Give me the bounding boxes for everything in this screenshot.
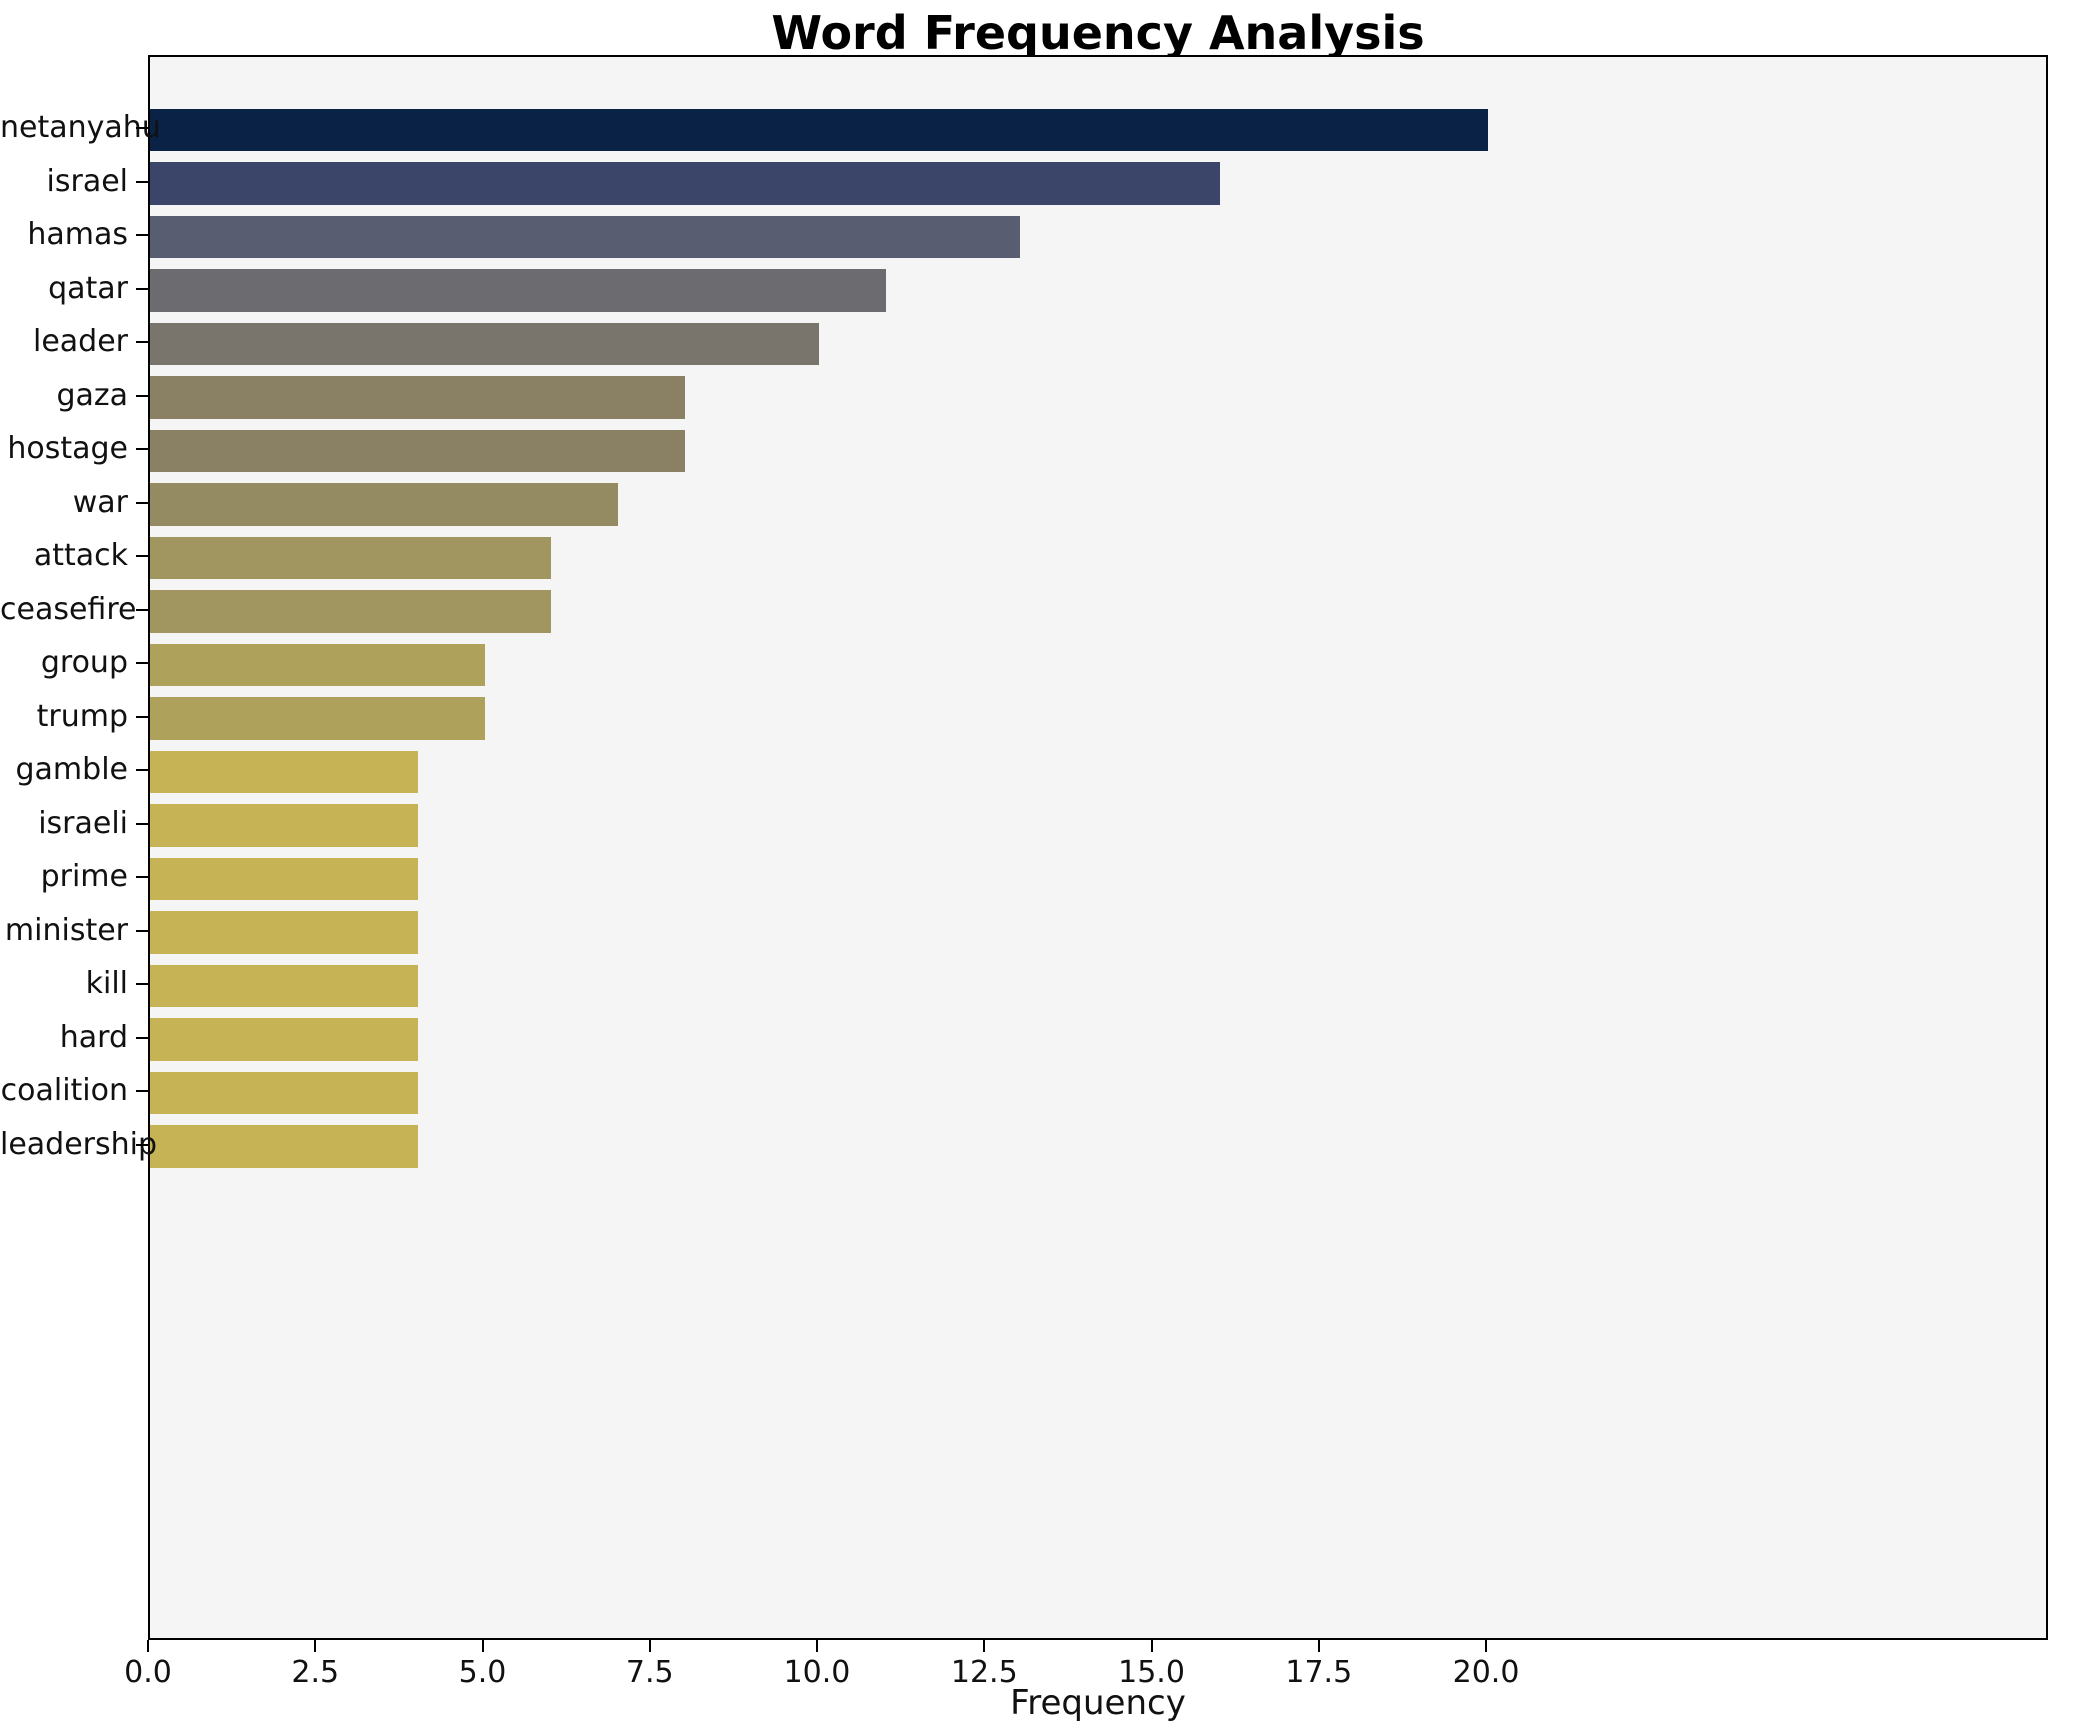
bar-hard (150, 1018, 418, 1061)
bar-hostage (150, 429, 686, 473)
y-tick-label-hostage: hostage (7, 431, 128, 466)
y-tick-mark (136, 769, 148, 771)
y-tick-mark (136, 1143, 148, 1146)
bar-minister (150, 911, 418, 954)
y-tick-label-attack: attack (33, 538, 128, 573)
x-tick-label-0.0: 0.0 (124, 1655, 172, 1690)
y-tick-label-prime: prime (40, 859, 128, 894)
bar-ceasefire (150, 590, 552, 633)
y-tick-mark (136, 127, 148, 129)
x-tick-mark (1317, 1640, 1320, 1652)
y-tick-mark (136, 501, 148, 504)
y-tick-mark (136, 876, 148, 878)
chart-title: Word Frequency Analysis (771, 6, 1425, 60)
x-tick-label-10.0: 10.0 (783, 1655, 851, 1690)
y-tick-mark (136, 1036, 148, 1039)
bar-kill (150, 964, 418, 1008)
bar-gaza (150, 376, 686, 419)
y-tick-label-trump: trump (36, 698, 128, 734)
y-tick-mark (136, 662, 148, 664)
x-tick-label-12.5: 12.5 (950, 1655, 1018, 1690)
x-tick-mark (1485, 1640, 1488, 1652)
x-tick-mark (1150, 1640, 1153, 1652)
y-tick-mark (136, 555, 148, 557)
y-tick-mark (136, 822, 148, 825)
bar-israel (150, 162, 1221, 205)
bar-qatar (150, 269, 886, 312)
y-tick-label-war: war (72, 484, 128, 520)
y-tick-mark (136, 287, 148, 290)
y-tick-label-minister: minister (4, 912, 128, 948)
x-tick-mark (314, 1640, 317, 1652)
y-tick-label-coalition: coalition (0, 1073, 128, 1108)
bar-attack (150, 536, 552, 580)
y-tick-mark (136, 929, 148, 932)
y-tick-label-netanyahu: netanyahu (0, 110, 161, 145)
y-tick-mark (136, 1090, 148, 1092)
y-tick-label-group: group (40, 645, 128, 680)
y-tick-mark (136, 608, 148, 611)
bar-israeli (150, 804, 418, 847)
y-tick-label-ceasefire: ceasefire (0, 591, 137, 627)
x-tick-mark (816, 1640, 818, 1652)
x-tick-label-2.5: 2.5 (291, 1655, 340, 1690)
x-tick-label-17.5: 17.5 (1285, 1655, 1353, 1690)
y-tick-label-qatar: qatar (48, 270, 128, 306)
x-tick-mark (147, 1640, 149, 1652)
y-tick-mark (136, 448, 148, 450)
bar-coalition (150, 1071, 418, 1115)
x-tick-label-7.5: 7.5 (625, 1655, 674, 1690)
y-tick-mark (136, 715, 148, 718)
x-tick-label-20.0: 20.0 (1452, 1655, 1520, 1690)
x-tick-label-5.0: 5.0 (458, 1655, 507, 1690)
bar-leadership (150, 1125, 418, 1168)
y-tick-label-gamble: gamble (15, 752, 129, 787)
y-tick-mark (136, 394, 148, 397)
bar-war (150, 483, 619, 526)
x-tick-mark (481, 1640, 484, 1652)
y-tick-mark (136, 341, 148, 343)
y-tick-mark (136, 180, 148, 183)
plot-area (148, 55, 2048, 1640)
x-tick-mark (648, 1640, 651, 1652)
y-tick-label-israel: israel (46, 163, 128, 199)
bar-leader (150, 322, 819, 366)
y-tick-label-gaza: gaza (56, 377, 128, 413)
y-tick-mark (136, 983, 148, 985)
bar-group (150, 643, 485, 687)
y-tick-label-israeli: israeli (38, 805, 128, 841)
y-tick-mark (136, 234, 148, 236)
y-tick-label-leader: leader (32, 324, 128, 359)
bar-gamble (150, 750, 418, 794)
x-tick-label-15.0: 15.0 (1118, 1655, 1185, 1690)
x-axis-label: Frequency (1010, 1683, 1186, 1722)
bar-trump (150, 697, 485, 740)
y-tick-label-kill: kill (85, 966, 128, 1001)
y-tick-label-leadership: leadership (0, 1126, 158, 1162)
x-tick-mark (983, 1640, 986, 1652)
bar-prime (150, 857, 418, 901)
bar-hamas (150, 215, 1020, 259)
y-tick-label-hamas: hamas (27, 217, 128, 252)
bar-netanyahu (150, 108, 1489, 152)
y-tick-label-hard: hard (59, 1019, 128, 1055)
